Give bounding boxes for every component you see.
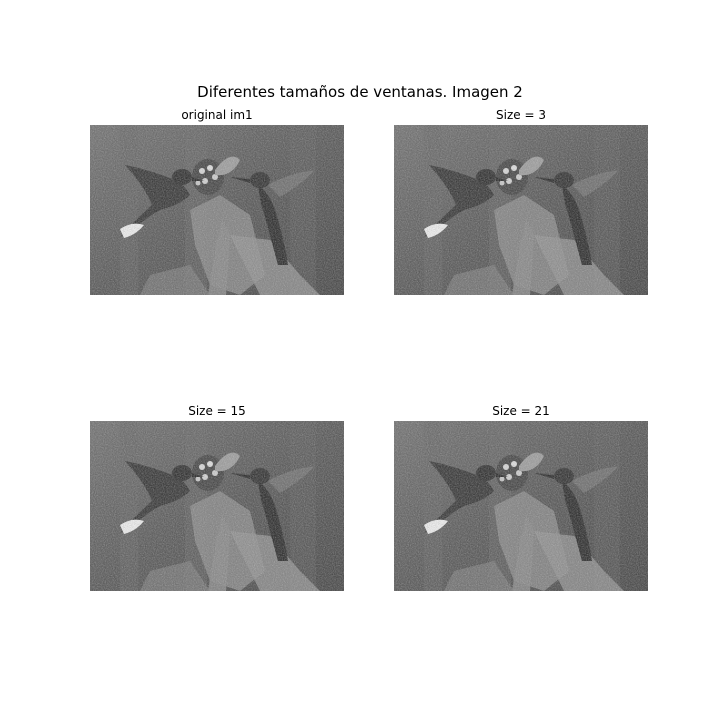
panel-title-size-3: Size = 3 bbox=[394, 108, 648, 122]
panel-title-size-15: Size = 15 bbox=[90, 404, 344, 418]
image-size-3 bbox=[394, 125, 648, 295]
panel-title-original: original im1 bbox=[90, 108, 344, 122]
image-size-15 bbox=[90, 421, 344, 591]
panel-title-size-21: Size = 21 bbox=[394, 404, 648, 418]
image-size-21 bbox=[394, 421, 648, 591]
figure-title: Diferentes tamaños de ventanas. Imagen 2 bbox=[0, 83, 720, 101]
image-original bbox=[90, 125, 344, 295]
